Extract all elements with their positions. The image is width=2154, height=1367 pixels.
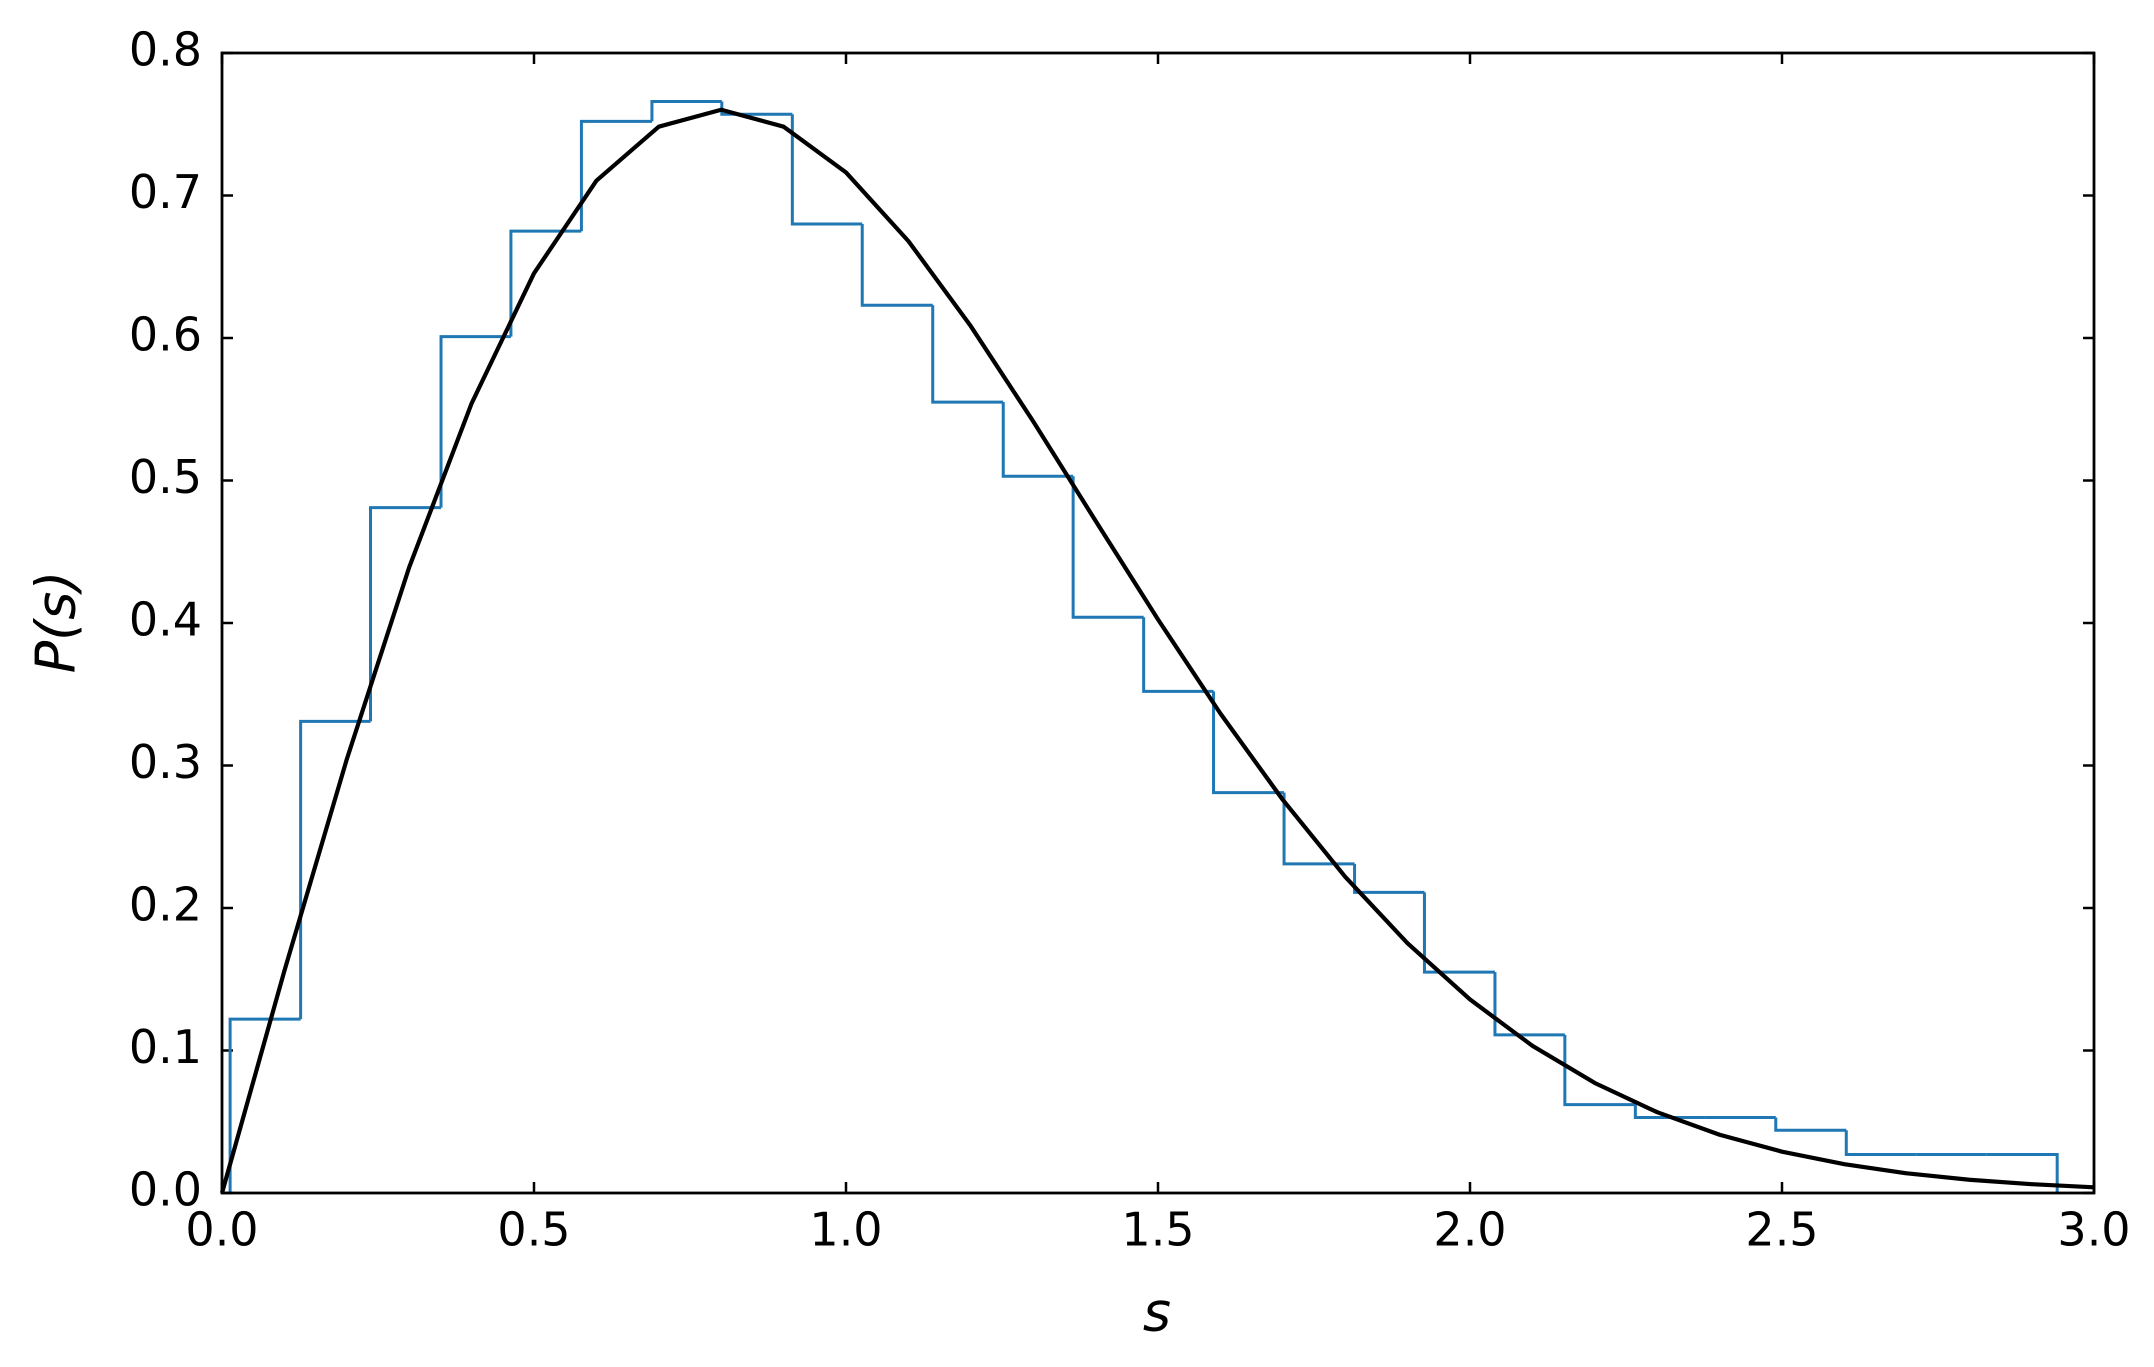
- y-tick-label: 0.1: [129, 1020, 202, 1074]
- curve: [219, 107, 2095, 1194]
- x-tick-label: 3.0: [2057, 1203, 2130, 1257]
- histogram-bin: [720, 101, 793, 116]
- histogram-bin: [1774, 1117, 1847, 1132]
- y-tick-label: 0.8: [129, 23, 202, 77]
- plot-frame: [220, 51, 2096, 1195]
- histogram-bin: [1844, 1130, 1917, 1157]
- histogram-bin: [509, 229, 582, 337]
- y-tick-label: 0.0: [129, 1163, 202, 1217]
- histogram-bin: [299, 719, 371, 1020]
- x-tick-label: 1.0: [809, 1203, 882, 1257]
- histogram-bin: [369, 506, 442, 722]
- y-tick-label: 0.3: [129, 735, 202, 789]
- y-tick-label: 0.4: [129, 593, 202, 647]
- histogram-bin: [1071, 476, 1144, 619]
- histogram-bin: [1212, 691, 1285, 795]
- histogram-bin: [579, 119, 652, 232]
- histogram-bin: [1633, 1104, 1706, 1119]
- histogram-bin: [860, 224, 933, 307]
- histogram-bin: [1986, 1153, 2059, 1193]
- histogram-bin: [1563, 1034, 1636, 1107]
- x-axis-label: s: [1143, 1281, 1171, 1344]
- y-tick-label: 0.5: [129, 450, 202, 504]
- histogram-bin: [650, 99, 722, 122]
- x-tick-label: 2.5: [1745, 1203, 1818, 1257]
- histogram-bin: [1001, 402, 1074, 478]
- histogram-bin: [1422, 892, 1495, 974]
- histogram-bin: [1353, 863, 1425, 894]
- histogram-bin: [1282, 792, 1355, 866]
- x-tick-label: 1.5: [1121, 1203, 1194, 1257]
- x-tick-label: 0.5: [497, 1203, 570, 1257]
- y-tick-label: 0.6: [129, 308, 202, 362]
- histogram-bin: [1493, 972, 1565, 1037]
- x-tick-label: 0.0: [185, 1203, 258, 1257]
- histogram-bin: [931, 305, 1004, 404]
- y-axis-label: P(s): [25, 571, 88, 674]
- x-tick-label: 2.0: [1433, 1203, 1506, 1257]
- y-tick-label: 0.7: [129, 165, 202, 219]
- histogram-bin: [1142, 617, 1214, 693]
- histogram-bin: [790, 114, 863, 226]
- y-tick-label: 0.2: [129, 878, 202, 932]
- histogram-bin: [439, 335, 511, 508]
- histogram-bin: [228, 1017, 301, 1193]
